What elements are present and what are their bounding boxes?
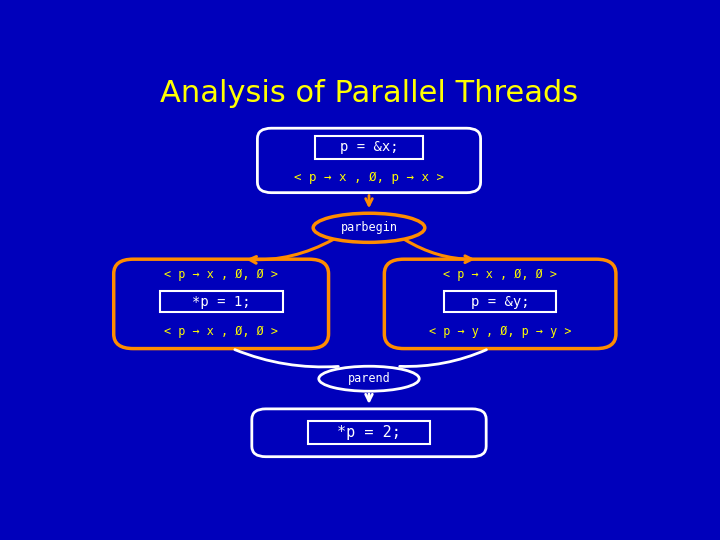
Text: < p → x , Ø, Ø >: < p → x , Ø, Ø > <box>164 268 278 281</box>
FancyBboxPatch shape <box>384 259 616 349</box>
FancyBboxPatch shape <box>160 292 282 312</box>
FancyBboxPatch shape <box>252 409 486 457</box>
Text: Analysis of Parallel Threads: Analysis of Parallel Threads <box>160 79 578 109</box>
Text: parend: parend <box>348 372 390 385</box>
Text: p = &x;: p = &x; <box>340 140 398 154</box>
Ellipse shape <box>319 366 419 391</box>
FancyBboxPatch shape <box>315 136 423 159</box>
Text: parbegin: parbegin <box>341 221 397 234</box>
Text: < p → x , Ø, Ø >: < p → x , Ø, Ø > <box>164 325 278 338</box>
Text: *p = 1;: *p = 1; <box>192 295 251 309</box>
Text: *p = 2;: *p = 2; <box>337 426 401 440</box>
Text: < p → x , Ø, Ø >: < p → x , Ø, Ø > <box>443 268 557 281</box>
FancyBboxPatch shape <box>444 292 556 312</box>
FancyBboxPatch shape <box>114 259 328 349</box>
FancyBboxPatch shape <box>258 128 481 193</box>
FancyBboxPatch shape <box>307 421 431 444</box>
Text: < p → x , Ø, p → x >: < p → x , Ø, p → x > <box>294 171 444 184</box>
Text: p = &y;: p = &y; <box>471 295 529 309</box>
Text: < p → y , Ø, p → y >: < p → y , Ø, p → y > <box>429 325 572 338</box>
Ellipse shape <box>313 213 425 242</box>
